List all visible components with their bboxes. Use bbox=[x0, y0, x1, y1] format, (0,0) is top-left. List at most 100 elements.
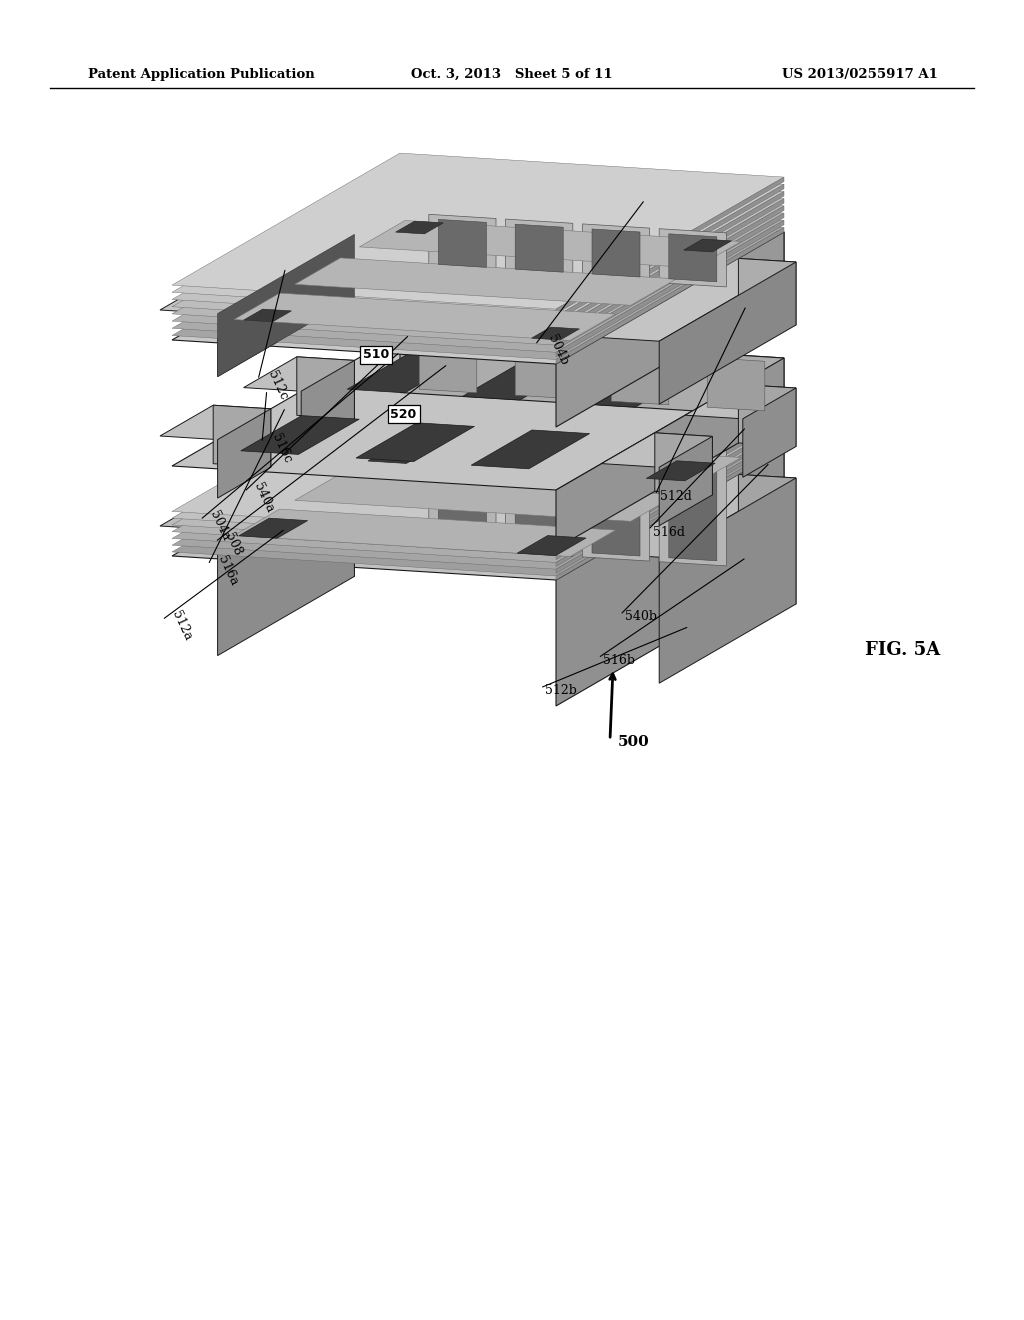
Polygon shape bbox=[419, 339, 477, 393]
Polygon shape bbox=[556, 199, 784, 335]
Polygon shape bbox=[172, 182, 784, 338]
Polygon shape bbox=[359, 437, 741, 484]
Text: 512d: 512d bbox=[660, 491, 692, 503]
Polygon shape bbox=[429, 430, 496, 552]
Text: 500: 500 bbox=[618, 735, 650, 748]
Polygon shape bbox=[218, 235, 354, 376]
Polygon shape bbox=[218, 235, 354, 376]
Polygon shape bbox=[172, 197, 784, 352]
Polygon shape bbox=[646, 461, 715, 480]
Polygon shape bbox=[556, 220, 784, 356]
Polygon shape bbox=[583, 440, 649, 561]
Text: 540b: 540b bbox=[625, 610, 657, 623]
Polygon shape bbox=[172, 174, 784, 331]
Text: 508: 508 bbox=[222, 531, 244, 557]
Polygon shape bbox=[172, 407, 784, 562]
Polygon shape bbox=[234, 510, 615, 557]
Polygon shape bbox=[368, 444, 437, 463]
Polygon shape bbox=[602, 433, 713, 467]
Polygon shape bbox=[172, 387, 784, 543]
FancyBboxPatch shape bbox=[360, 346, 392, 364]
Polygon shape bbox=[738, 259, 796, 325]
Polygon shape bbox=[515, 224, 563, 272]
Polygon shape bbox=[556, 177, 784, 314]
Polygon shape bbox=[611, 351, 669, 405]
Polygon shape bbox=[556, 206, 784, 342]
Polygon shape bbox=[738, 384, 796, 446]
Polygon shape bbox=[556, 185, 784, 321]
Polygon shape bbox=[654, 433, 713, 495]
Polygon shape bbox=[592, 228, 640, 277]
Polygon shape bbox=[556, 404, 784, 540]
Text: 512b: 512b bbox=[545, 684, 577, 697]
Polygon shape bbox=[297, 446, 354, 577]
Polygon shape bbox=[583, 224, 649, 282]
Polygon shape bbox=[556, 411, 784, 546]
Polygon shape bbox=[602, 474, 796, 557]
Text: 540a: 540a bbox=[251, 480, 276, 515]
Polygon shape bbox=[438, 436, 486, 546]
Polygon shape bbox=[556, 232, 784, 426]
Polygon shape bbox=[297, 231, 354, 297]
Text: 516d: 516d bbox=[653, 525, 685, 539]
Polygon shape bbox=[172, 189, 784, 345]
Text: 512c: 512c bbox=[265, 368, 290, 401]
Polygon shape bbox=[172, 209, 784, 364]
Polygon shape bbox=[301, 360, 354, 450]
Polygon shape bbox=[172, 400, 784, 556]
Polygon shape bbox=[172, 379, 784, 536]
Polygon shape bbox=[429, 214, 496, 272]
Polygon shape bbox=[659, 445, 726, 566]
Polygon shape bbox=[239, 519, 307, 539]
Polygon shape bbox=[708, 358, 765, 411]
Polygon shape bbox=[295, 257, 677, 305]
Polygon shape bbox=[172, 334, 784, 490]
Text: 516c: 516c bbox=[269, 432, 294, 465]
Polygon shape bbox=[218, 409, 270, 498]
Polygon shape bbox=[556, 191, 784, 327]
Polygon shape bbox=[506, 436, 572, 556]
Polygon shape bbox=[172, 153, 784, 309]
Polygon shape bbox=[578, 368, 696, 407]
Polygon shape bbox=[172, 413, 784, 569]
Text: Oct. 3, 2013   Sheet 5 of 11: Oct. 3, 2013 Sheet 5 of 11 bbox=[412, 69, 612, 81]
Polygon shape bbox=[295, 474, 677, 521]
Polygon shape bbox=[244, 356, 354, 391]
Text: Patent Application Publication: Patent Application Publication bbox=[88, 69, 314, 81]
Polygon shape bbox=[659, 261, 796, 404]
Polygon shape bbox=[684, 239, 731, 252]
Polygon shape bbox=[471, 430, 590, 469]
Polygon shape bbox=[356, 422, 474, 462]
Polygon shape bbox=[172, 160, 784, 317]
Polygon shape bbox=[244, 309, 292, 322]
Polygon shape bbox=[685, 384, 796, 418]
Polygon shape bbox=[160, 446, 354, 529]
Polygon shape bbox=[234, 293, 615, 341]
Polygon shape bbox=[463, 362, 581, 400]
Polygon shape bbox=[556, 227, 784, 364]
Polygon shape bbox=[213, 405, 270, 467]
Text: 504a: 504a bbox=[207, 508, 232, 543]
Text: 516a: 516a bbox=[215, 553, 240, 587]
Polygon shape bbox=[556, 358, 784, 549]
Polygon shape bbox=[438, 219, 486, 268]
Polygon shape bbox=[218, 450, 354, 656]
Text: 512a: 512a bbox=[169, 609, 194, 643]
Polygon shape bbox=[172, 393, 784, 549]
Text: 520: 520 bbox=[390, 408, 417, 421]
Polygon shape bbox=[400, 334, 784, 417]
Polygon shape bbox=[395, 220, 443, 234]
Polygon shape bbox=[517, 536, 586, 556]
Polygon shape bbox=[241, 416, 359, 454]
Polygon shape bbox=[659, 478, 796, 684]
Polygon shape bbox=[592, 445, 640, 556]
Polygon shape bbox=[347, 354, 466, 393]
Polygon shape bbox=[556, 213, 784, 350]
Polygon shape bbox=[400, 209, 784, 294]
Polygon shape bbox=[556, 444, 784, 579]
Polygon shape bbox=[556, 437, 784, 573]
Text: 510: 510 bbox=[362, 348, 389, 362]
Polygon shape bbox=[556, 417, 784, 553]
Polygon shape bbox=[556, 447, 784, 706]
Polygon shape bbox=[160, 231, 354, 314]
